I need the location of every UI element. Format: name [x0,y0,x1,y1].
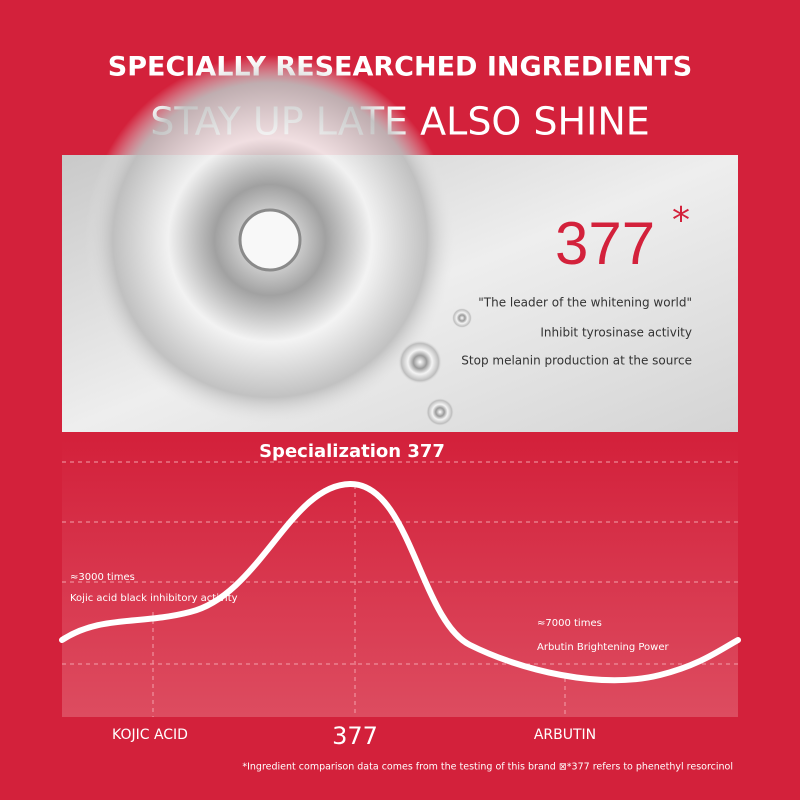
hero-line: Inhibit tyrosinase activity [540,326,692,340]
bubble [426,398,454,426]
hero-mark: * [672,200,690,241]
note-ratio: ≈7000 times [537,618,602,629]
note-ratio: ≈3000 times [70,572,135,583]
bubble [398,340,442,384]
chart-panel [62,440,738,717]
axis-label: KOJIC ACID [112,727,188,743]
note-text: Arbutin Brightening Power [537,642,669,653]
axis-label: 377 [332,722,378,750]
chart-title: Specialization 377 [259,441,445,462]
hero-number: 377 [555,210,655,277]
droplet-core [238,208,302,272]
guide-lines [62,461,738,717]
hero-line: Stop melanin production at the source [461,354,692,368]
note-text: Kojic acid black inhibitory activity [70,593,238,604]
footnote: *Ingredient comparison data comes from t… [242,762,733,773]
bubble [452,308,472,328]
hero-line: "The leader of the whitening world" [478,296,692,310]
curve [59,480,741,684]
axis-label: ARBUTIN [534,727,596,743]
